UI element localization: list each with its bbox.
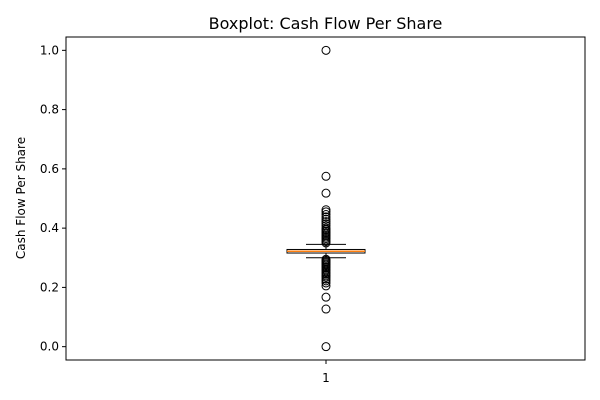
- outlier-point: [321, 254, 331, 264]
- outlier-point: [321, 212, 331, 222]
- outlier-point: [321, 207, 331, 217]
- y-axis-label: Cash Flow Per Share: [14, 137, 28, 259]
- outlier-point: [321, 304, 331, 314]
- y-tick-label: 0.0: [40, 340, 59, 354]
- outlier-point: [321, 342, 331, 352]
- outlier-point: [321, 210, 331, 220]
- outlier-point: [321, 281, 331, 291]
- plot-area: 0.0 0.2 0.4 0.6 0.8 1.0 1: [40, 36, 586, 385]
- chart-title: Boxplot: Cash Flow Per Share: [209, 14, 443, 33]
- outlier-point: [321, 188, 331, 198]
- outlier-point: [321, 45, 331, 55]
- outlier-point: [321, 223, 331, 233]
- x-tick-label: 1: [322, 371, 330, 385]
- outlier-point: [321, 205, 331, 215]
- outlier-point: [321, 219, 331, 229]
- axes-frame: [65, 36, 586, 361]
- outlier-point: [321, 171, 331, 181]
- outlier-point: [321, 214, 331, 224]
- y-tick-label: 0.6: [40, 162, 59, 176]
- y-tick-label: 1.0: [40, 43, 59, 57]
- outlier-point: [321, 221, 331, 231]
- y-tick-label: 0.4: [40, 221, 59, 235]
- outlier-point: [321, 217, 331, 227]
- y-tick-label: 0.2: [40, 280, 59, 294]
- y-tick-label: 0.8: [40, 103, 59, 117]
- outlier-point: [321, 292, 331, 302]
